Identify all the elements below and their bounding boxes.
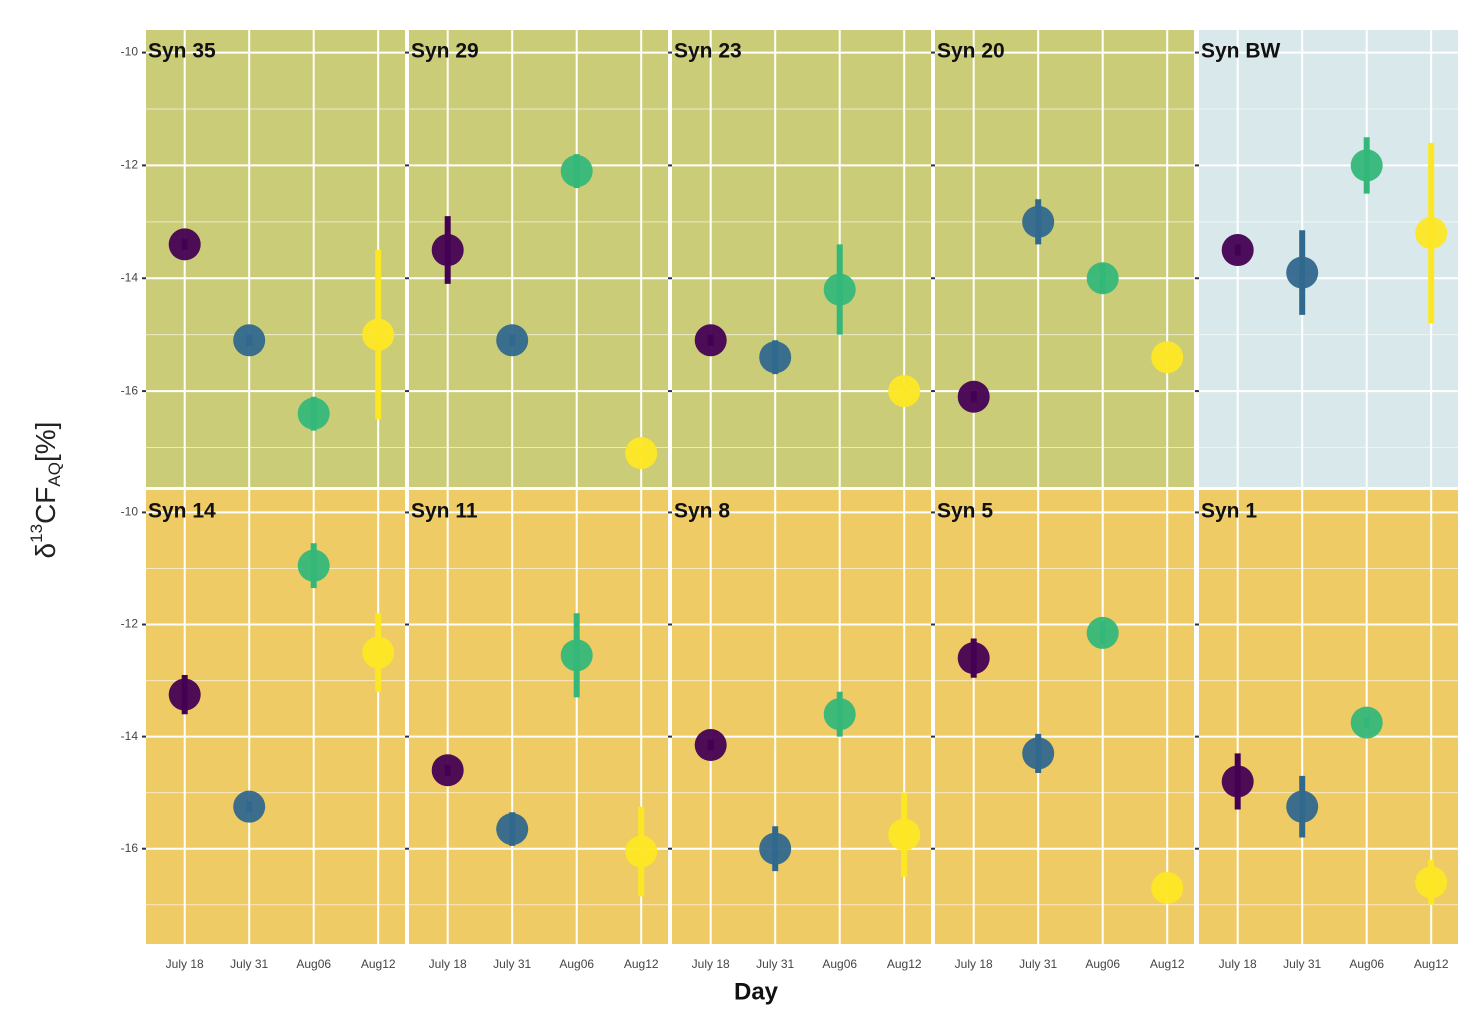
point — [1151, 871, 1184, 904]
point — [1086, 262, 1119, 295]
point — [1151, 341, 1184, 374]
point — [168, 228, 201, 261]
point — [759, 832, 792, 865]
point — [560, 639, 593, 672]
x-tick-label: Aug12 — [887, 957, 922, 971]
x-tick-label: Aug12 — [361, 957, 396, 971]
panel-title: Syn 20 — [937, 40, 1005, 63]
point — [168, 678, 201, 711]
x-tick-label: July 31 — [756, 957, 794, 971]
panel-background — [146, 490, 405, 944]
point — [496, 813, 529, 846]
y-tick-label: -16 — [121, 383, 139, 397]
point — [362, 318, 395, 351]
panel-background — [1199, 490, 1458, 944]
panel-title: Syn 29 — [411, 40, 479, 63]
point — [625, 437, 658, 470]
x-tick-label: Aug12 — [624, 957, 659, 971]
y-tick-label: -16 — [121, 841, 139, 855]
point — [888, 375, 921, 408]
panel-title: Syn 11 — [411, 500, 478, 523]
panel-title: Syn 14 — [148, 500, 216, 523]
point — [233, 790, 266, 823]
point — [1086, 616, 1119, 649]
panel-title: Syn 1 — [1201, 500, 1257, 523]
panel-title: Syn BW — [1201, 40, 1281, 63]
y-title-sup: 13 — [27, 524, 46, 543]
x-tick-label: July 31 — [1283, 957, 1321, 971]
panel-title: Syn 5 — [937, 500, 993, 523]
point — [759, 341, 792, 374]
y-title-main: CF — [30, 487, 61, 524]
point — [625, 835, 658, 868]
panel-background — [672, 30, 931, 487]
x-axis-title: Day — [734, 978, 779, 1005]
point — [297, 549, 330, 582]
point — [823, 273, 856, 306]
panel-title: Syn 23 — [674, 40, 742, 63]
x-tick-label: Aug12 — [1150, 957, 1185, 971]
panel-background — [409, 490, 668, 944]
x-tick-label: July 18 — [955, 957, 993, 971]
x-tick-label: July 31 — [1019, 957, 1057, 971]
point — [496, 324, 529, 357]
point — [1022, 205, 1055, 238]
y-tick-label: -14 — [121, 729, 139, 743]
x-tick-label: Aug06 — [1085, 957, 1120, 971]
point — [362, 636, 395, 669]
x-tick-label: July 31 — [493, 957, 531, 971]
point — [1221, 765, 1254, 798]
x-tick-label: Aug06 — [822, 957, 857, 971]
y-axis-title: δ13CFAQ[%] — [27, 422, 64, 559]
point — [694, 729, 727, 762]
x-tick-label: Aug12 — [1414, 957, 1449, 971]
point — [1350, 149, 1383, 182]
y-tick-label: -10 — [121, 45, 139, 59]
panel-background — [935, 490, 1194, 944]
x-tick-label: Aug06 — [1349, 957, 1384, 971]
point — [1286, 790, 1319, 823]
point — [233, 324, 266, 357]
y-title-suffix: [%] — [30, 422, 61, 462]
panel-background — [672, 490, 931, 944]
point — [1350, 706, 1383, 739]
point — [1286, 256, 1319, 289]
point — [823, 698, 856, 731]
x-tick-label: July 18 — [429, 957, 467, 971]
x-tick-label: July 18 — [692, 957, 730, 971]
point — [297, 397, 330, 430]
point — [560, 155, 593, 188]
point — [431, 754, 464, 787]
y-title-sub: AQ — [45, 462, 64, 487]
point — [1022, 737, 1055, 770]
x-tick-label: Aug06 — [296, 957, 331, 971]
point — [957, 380, 990, 413]
y-tick-label: -12 — [121, 158, 139, 172]
point — [957, 642, 990, 675]
y-tick-label: -10 — [121, 505, 139, 519]
panel-title: Syn 35 — [148, 40, 216, 63]
x-tick-label: July 18 — [1219, 957, 1257, 971]
x-tick-label: Aug06 — [559, 957, 594, 971]
point — [1221, 234, 1254, 267]
point — [1415, 866, 1448, 899]
panel-title: Syn 8 — [674, 500, 730, 523]
point — [1415, 217, 1448, 250]
point — [694, 324, 727, 357]
y-title-prefix: δ — [30, 543, 61, 559]
point — [431, 234, 464, 267]
point — [888, 818, 921, 851]
x-tick-label: July 18 — [166, 957, 204, 971]
y-tick-label: -14 — [121, 270, 139, 284]
x-tick-label: July 31 — [230, 957, 268, 971]
y-tick-label: -12 — [121, 617, 139, 631]
